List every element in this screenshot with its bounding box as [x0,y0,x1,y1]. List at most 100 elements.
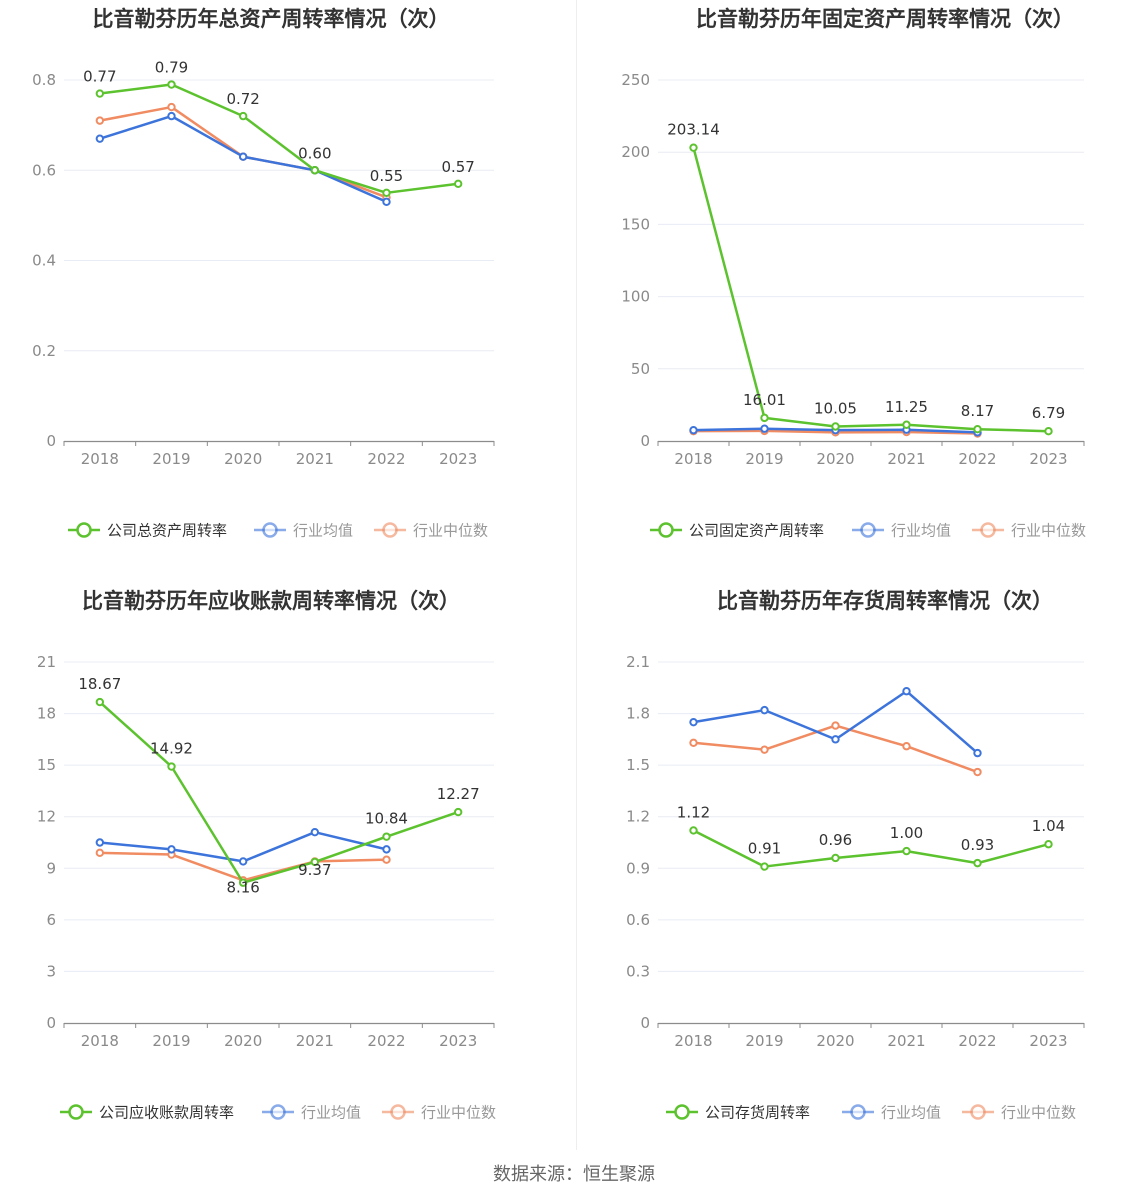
legend-item-company[interactable]: 公司总资产周转率 [68,522,227,540]
chart-title: 比音勒芬历年存货周转率情况（次） [717,589,1053,613]
data-point-industry-median [902,742,911,751]
data-point-industry-average [310,827,320,837]
data-point-industry-median [167,102,176,112]
data-label: 10.84 [365,810,408,828]
data-point-company [95,697,105,707]
data-point-company [902,420,911,429]
data-point-industry-average [167,111,176,121]
legend-item-company[interactable]: 公司存货周转率 [666,1104,810,1122]
series-line-industry-average [99,830,387,863]
data-label: 0.79 [155,59,188,77]
legend-item-industry-average[interactable]: 行业均值 [852,522,951,540]
x-tick-label: 2021 [887,1032,925,1050]
data-point-company [973,858,982,868]
data-point-industry-median [95,116,105,125]
data-point-industry-median [831,721,840,730]
legend-item-industry-median[interactable]: 行业中位数 [382,1104,496,1122]
legend-item-company[interactable]: 公司应收账款周转率 [60,1104,234,1122]
data-label: 10.05 [814,399,857,417]
data-label: 8.17 [961,402,994,420]
x-tick-label: 2021 [887,450,925,468]
legend-item-industry-median[interactable]: 行业中位数 [374,522,488,540]
data-label: 0.96 [819,831,852,849]
legend-swatch-marker [390,1104,406,1120]
data-point-company [689,143,698,152]
data-point-industry-average [238,152,248,161]
data-point-company [382,832,391,841]
x-tick-label: 2020 [224,450,262,468]
data-point-industry-average [689,425,698,435]
data-point-company [831,853,840,863]
legend-swatch-marker [76,522,92,538]
data-source-footer: 数据来源：恒生聚源 [493,1164,655,1185]
data-point-industry-average [238,857,248,866]
legend-swatch-marker [980,522,996,538]
y-tick-label: 6 [46,911,56,929]
legend-swatch-marker [658,522,674,538]
legend-label: 行业中位数 [1001,1104,1076,1122]
legend-swatch-marker [382,522,398,538]
y-tick-label: 250 [621,71,650,89]
data-label: 0.60 [298,144,331,162]
chart-title: 比音勒芬历年固定资产周转率情况（次） [696,7,1074,31]
y-tick-label: 0.2 [32,342,56,360]
data-point-industry-median [973,767,982,777]
data-label: 0.91 [748,840,781,858]
data-point-company [453,179,463,188]
chart-title: 比音勒芬历年总资产周转率情况（次） [93,7,450,31]
y-tick-label: 0.3 [626,962,650,980]
data-label: 0.77 [83,68,116,86]
data-point-company [167,762,176,771]
x-tick-label: 2023 [1029,450,1067,468]
y-tick-label: 50 [631,360,650,378]
legend-label: 行业中位数 [1011,522,1086,540]
legend-swatch-marker [860,522,876,538]
x-tick-label: 2020 [224,1032,262,1050]
x-tick-label: 2020 [816,450,854,468]
x-tick-label: 2019 [152,1032,190,1050]
series-line-company [692,147,1049,433]
y-tick-label: 0 [640,1014,650,1032]
data-point-industry-average [831,735,840,744]
legend-item-industry-average[interactable]: 行业均值 [842,1104,941,1122]
data-label: 8.16 [226,879,259,897]
legend-item-industry-average[interactable]: 行业均值 [254,522,353,540]
legend-label: 公司固定资产周转率 [689,522,824,540]
data-label: 0.93 [961,836,994,854]
data-label: 1.04 [1032,817,1065,835]
data-label: 18.67 [78,675,121,693]
data-point-industry-average [382,197,391,207]
data-label: 0.72 [226,90,259,108]
legend-item-industry-median[interactable]: 行业中位数 [972,522,1086,540]
data-point-industry-median [760,745,769,754]
data-point-company [760,862,769,871]
data-point-company [973,425,982,434]
data-label: 12.27 [437,785,480,803]
chart-inventory-turnover: 比音勒芬历年存货周转率情况（次） 0 0.3 0.6 0.9 1.2 1.5 1.8 2.1 20… [574,582,1148,1164]
x-tick-label: 2021 [296,450,334,468]
legend-label: 行业均值 [293,522,353,540]
x-tick-label: 2023 [439,1032,477,1050]
chart-title: 比音勒芬历年应收账款周转率情况（次） [82,589,460,613]
legend-item-company[interactable]: 公司固定资产周转率 [650,522,824,540]
data-point-company [167,80,176,89]
legend-item-industry-average[interactable]: 行业均值 [262,1104,361,1122]
data-point-company [689,826,698,835]
x-tick-label: 2022 [958,1032,996,1050]
legend-item-industry-median[interactable]: 行业中位数 [962,1104,1076,1122]
data-point-industry-average [973,748,982,758]
y-tick-label: 0 [46,432,56,450]
y-tick-label: 12 [37,808,56,826]
data-point-company [1044,426,1053,436]
data-point-industry-median [382,855,391,864]
x-tick-label: 2018 [674,1032,712,1050]
x-tick-label: 2022 [367,1032,405,1050]
x-tick-label: 2018 [674,450,712,468]
x-tick-label: 2019 [745,1032,783,1050]
data-point-company [238,111,248,121]
y-tick-label: 0.6 [32,161,56,179]
data-label: 203.14 [667,121,720,139]
data-point-industry-average [689,717,698,727]
legend-swatch-marker [68,1104,84,1120]
data-point-company [310,857,320,867]
